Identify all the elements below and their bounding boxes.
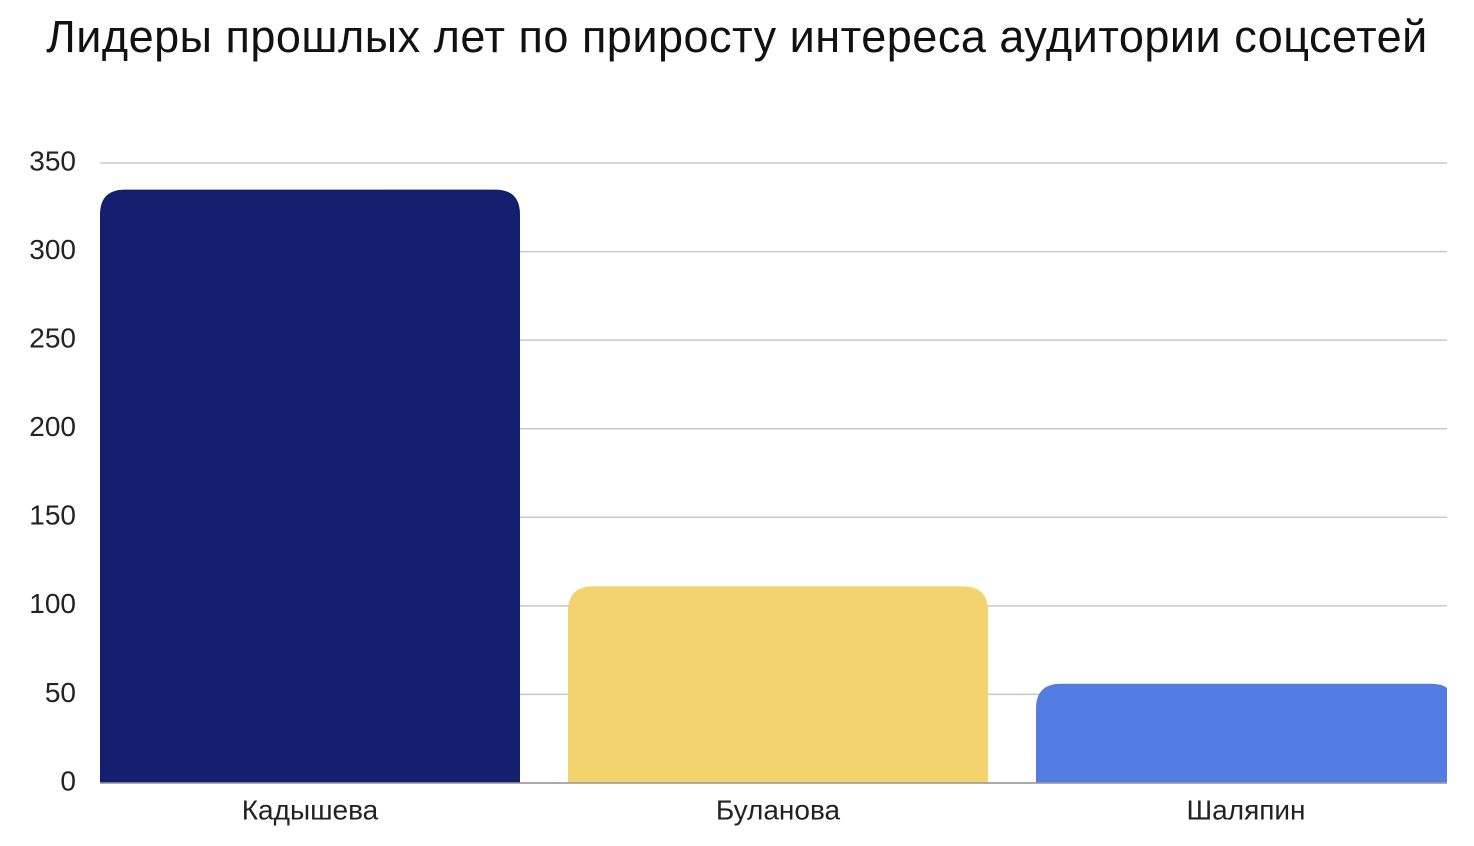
chart-title: Лидеры прошлых лет по приросту интереса … [46,11,1428,62]
bar [1036,683,1447,783]
x-tick-label: Кадышева [242,794,379,825]
x-tick-label: Шаляпин [1187,794,1306,825]
y-tick-label: 250 [29,323,76,354]
y-tick-label: 0 [60,765,76,796]
x-tick-label: Буланова [716,794,841,825]
y-tick-label: 300 [29,234,76,265]
y-tick-label: 350 [29,145,76,176]
y-tick-label: 100 [29,588,76,619]
y-tick-label: 200 [29,411,76,442]
y-tick-label: 50 [45,677,76,708]
y-tick-label: 150 [29,500,76,531]
bar [568,586,988,783]
bar [100,189,520,784]
